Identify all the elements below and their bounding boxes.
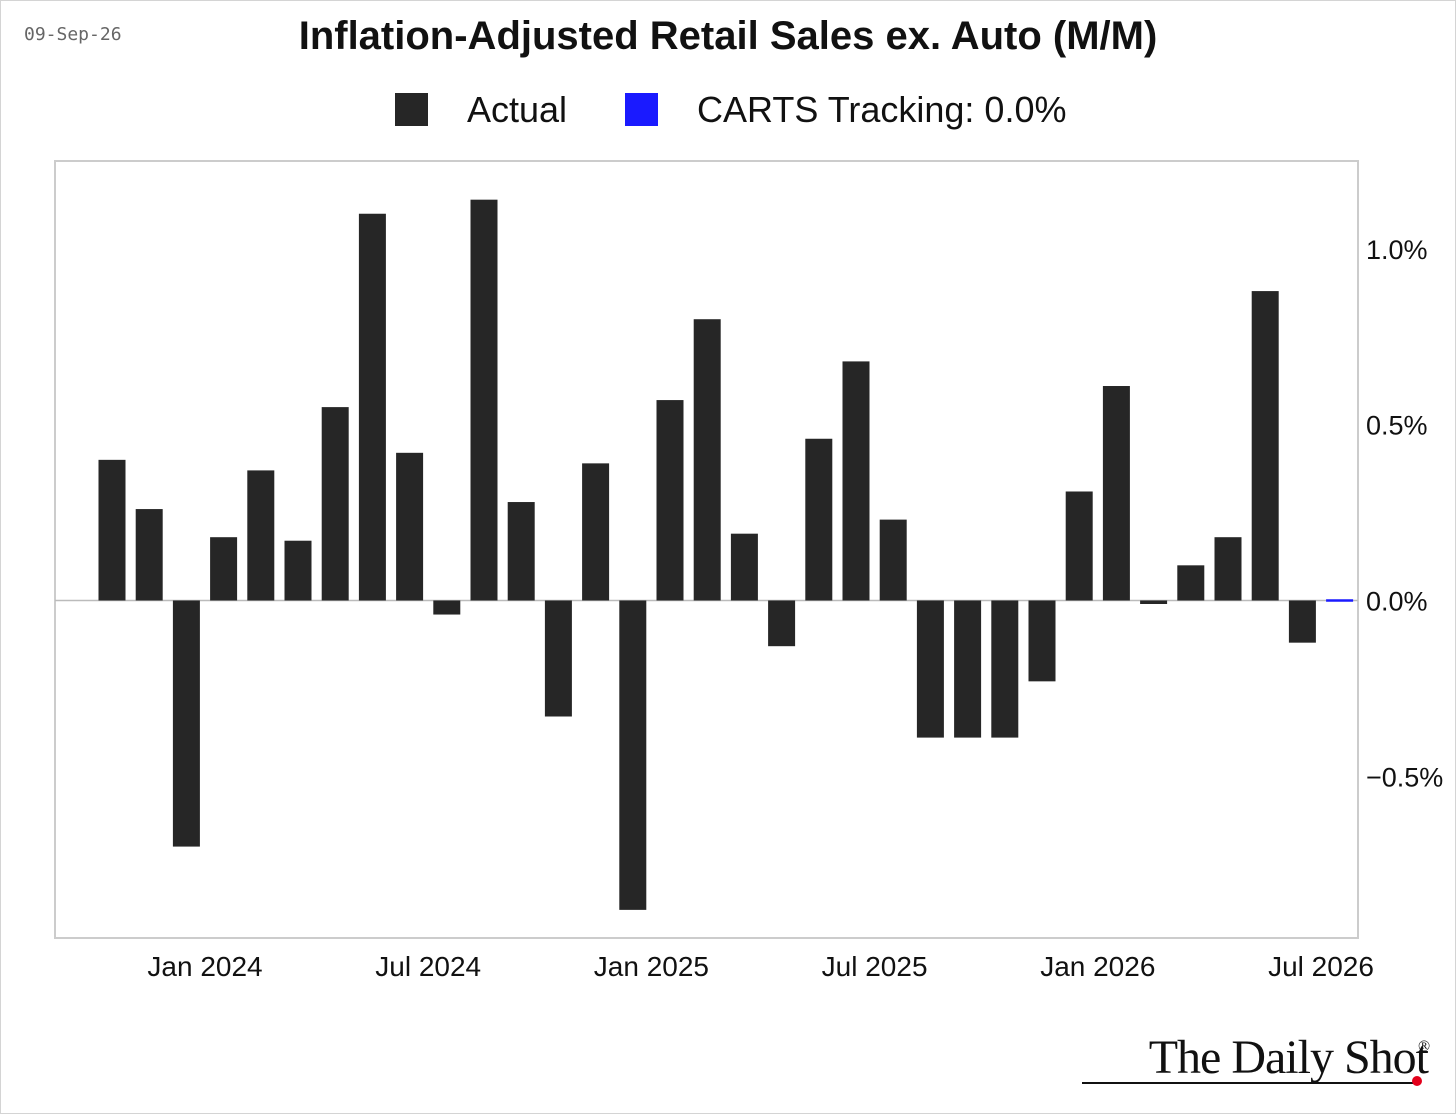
x-tick-label: Jan 2025 <box>594 951 709 982</box>
x-tick-label: Jul 2025 <box>822 951 928 982</box>
bar <box>768 600 796 647</box>
y-tick-label: 1.0% <box>1366 235 1428 265</box>
bar <box>916 600 944 738</box>
x-tick-label: Jan 2026 <box>1040 951 1155 982</box>
bar <box>693 319 721 601</box>
bar <box>1251 291 1279 601</box>
bar <box>879 519 907 601</box>
y-tick-label: 0.0% <box>1366 586 1428 616</box>
bar <box>135 509 163 601</box>
bar <box>358 213 386 601</box>
bar <box>98 459 126 601</box>
bar <box>1214 537 1242 601</box>
x-tick-label: Jul 2026 <box>1268 951 1374 982</box>
bar <box>582 463 610 601</box>
bar <box>1140 600 1168 604</box>
chart-title: Inflation-Adjusted Retail Sales ex. Auto… <box>298 14 1158 58</box>
bar <box>730 533 758 601</box>
brand-registered-mark: ® <box>1418 1038 1431 1055</box>
legend-swatch-actual <box>395 93 428 126</box>
bar <box>247 470 275 601</box>
bar <box>805 438 833 601</box>
legend-label-tracking: CARTS Tracking: 0.0% <box>697 89 1067 130</box>
bar <box>507 502 535 601</box>
brand-logo: The Daily Shot <box>1148 1031 1429 1084</box>
plot-border <box>54 160 1359 939</box>
bar <box>433 600 461 615</box>
bar <box>396 452 424 601</box>
y-tick-label: −0.5% <box>1366 762 1443 792</box>
y-tick-label: 0.5% <box>1366 411 1428 441</box>
bar <box>544 600 572 717</box>
brand-dot <box>1412 1076 1422 1086</box>
bar <box>954 600 982 738</box>
brand-underline <box>1082 1082 1416 1084</box>
bar <box>1065 491 1093 601</box>
bar <box>284 540 312 601</box>
bar <box>991 600 1019 738</box>
bar <box>656 400 684 601</box>
bar <box>1028 600 1056 682</box>
legend-swatch-tracking <box>625 93 658 126</box>
bar <box>321 407 349 601</box>
bar <box>619 600 647 910</box>
legend: Actual CARTS Tracking: 0.0% <box>0 86 1456 136</box>
bar <box>1288 600 1316 643</box>
chart-date: 09-Sep-26 <box>24 24 122 45</box>
bar <box>1177 565 1205 601</box>
bar <box>210 537 238 601</box>
x-tick-label: Jul 2024 <box>375 951 481 982</box>
bar <box>470 199 498 601</box>
bar <box>172 600 200 847</box>
bar <box>1102 386 1130 601</box>
x-tick-label: Jan 2024 <box>147 951 262 982</box>
legend-label-actual: Actual <box>467 89 568 130</box>
bar <box>842 361 870 601</box>
